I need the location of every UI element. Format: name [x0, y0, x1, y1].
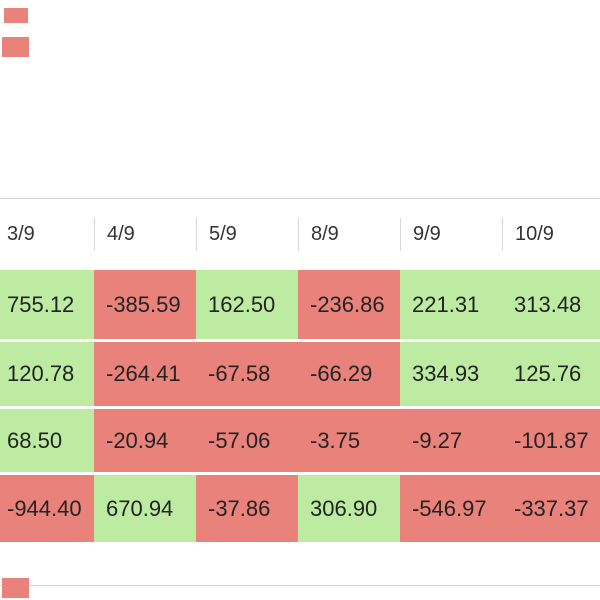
table-row: 68.50 -20.94 -57.06 -3.75 -9.27 -101.87 [0, 409, 600, 472]
value-cell: -67.58 [196, 342, 298, 406]
value-cell: -57.06 [196, 409, 298, 472]
table-row: 120.78 -264.41 -67.58 -66.29 334.93 125.76 [0, 342, 600, 406]
value-cell: -37.86 [196, 475, 298, 542]
value-cell: 334.93 [400, 342, 502, 406]
cropped-cell-fragment-bottom [2, 578, 29, 598]
header-cell-10-9: 10/9 [502, 218, 600, 251]
value-cell: 670.94 [94, 475, 196, 542]
value-cell: -944.40 [0, 475, 94, 542]
value-cell: -3.75 [298, 409, 400, 472]
value-cell: -236.86 [298, 270, 400, 339]
value-cell: 125.76 [502, 342, 600, 406]
value-cell: 306.90 [298, 475, 400, 542]
header-cell-4-9: 4/9 [94, 218, 196, 251]
value-cell: -66.29 [298, 342, 400, 406]
value-cell: -264.41 [94, 342, 196, 406]
value-cell: -385.59 [94, 270, 196, 339]
value-cell: -337.37 [502, 475, 600, 542]
table-row: -944.40 670.94 -37.86 306.90 -546.97 -337.37 [0, 475, 600, 542]
header-cell-5-9: 5/9 [196, 218, 298, 251]
header-cell-9-9: 9/9 [400, 218, 502, 251]
header-cell-8-9: 8/9 [298, 218, 400, 251]
value-cell: 162.50 [196, 270, 298, 339]
value-cell: 313.48 [502, 270, 600, 339]
value-cell: -101.87 [502, 409, 600, 472]
date-header-row: 3/9 4/9 5/9 8/9 9/9 10/9 [0, 218, 600, 251]
value-cell: 221.31 [400, 270, 502, 339]
value-cell: 755.12 [0, 270, 94, 339]
cropped-cell-fragment-top-2 [2, 37, 29, 57]
value-cell: -546.97 [400, 475, 502, 542]
value-cell: 68.50 [0, 409, 94, 472]
value-cell: -20.94 [94, 409, 196, 472]
table-top-border [0, 198, 600, 199]
value-cell: 120.78 [0, 342, 94, 406]
value-cell: -9.27 [400, 409, 502, 472]
cropped-cell-fragment-top-1 [4, 8, 28, 23]
values-grid: 755.12 -385.59 162.50 -236.86 221.31 313.48 12… [0, 270, 600, 545]
header-cell-3-9: 3/9 [7, 223, 35, 245]
table-bottom-border [0, 585, 600, 586]
table-row: 755.12 -385.59 162.50 -236.86 221.31 313.48 [0, 270, 600, 339]
